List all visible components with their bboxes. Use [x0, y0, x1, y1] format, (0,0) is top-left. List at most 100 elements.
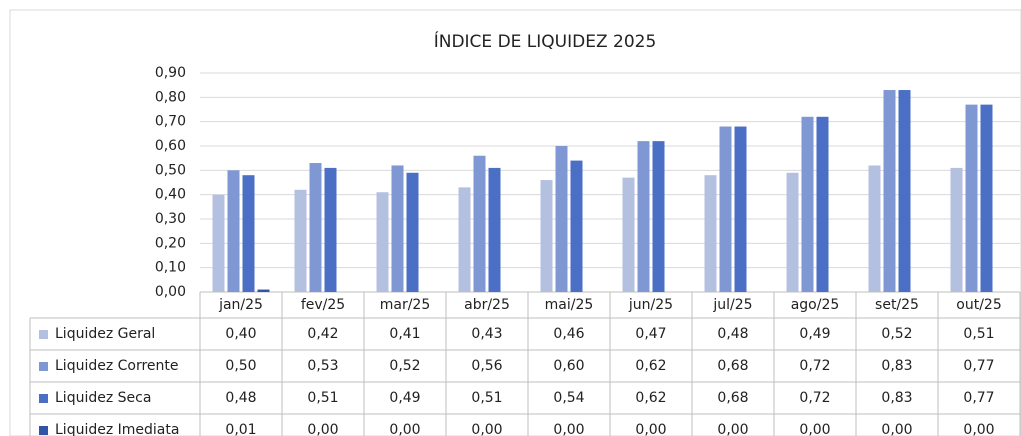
table-value: 0,49 [799, 326, 830, 342]
x-tick-label: out/25 [956, 297, 1001, 313]
table-value: 0,51 [471, 390, 502, 406]
table-value: 0,00 [881, 422, 912, 436]
x-tick-label: jan/25 [218, 297, 263, 313]
bar [719, 126, 732, 293]
bar [376, 192, 389, 292]
bar [786, 172, 799, 292]
y-tick-label: 0,10 [155, 260, 186, 276]
y-tick-label: 0,80 [155, 89, 186, 105]
bar [257, 289, 270, 292]
bar [570, 160, 583, 292]
x-tick-label: ago/25 [791, 297, 840, 313]
table-value: 0,00 [307, 422, 338, 436]
bar [950, 167, 963, 292]
bar [242, 175, 255, 292]
table-value: 0,43 [471, 326, 502, 342]
bar [212, 194, 225, 292]
bar [980, 104, 993, 292]
bar [801, 116, 814, 292]
x-tick-label: jul/25 [712, 297, 752, 313]
table-value: 0,51 [963, 326, 994, 342]
bar [622, 177, 635, 292]
bar [406, 172, 419, 292]
y-tick-label: 0,60 [155, 138, 186, 154]
bar [458, 187, 471, 292]
table-value: 0,42 [307, 326, 338, 342]
table-value: 0,00 [717, 422, 748, 436]
chart-frame [9, 9, 1021, 436]
legend-label: Liquidez Corrente [55, 358, 179, 374]
table-value: 0,72 [799, 390, 830, 406]
x-tick-label: jun/25 [628, 297, 673, 313]
legend-swatch [39, 426, 48, 435]
table-value: 0,48 [225, 390, 256, 406]
x-tick-label: fev/25 [301, 297, 345, 313]
bar [540, 180, 553, 292]
legend-label: Liquidez Imediata [55, 422, 179, 436]
bar [883, 90, 896, 293]
bar [898, 90, 911, 293]
bar [734, 126, 747, 293]
table-value: 0,41 [389, 326, 420, 342]
bar [965, 104, 978, 292]
legend-swatch [39, 394, 48, 403]
bar [652, 141, 665, 292]
y-tick-label: 0,40 [155, 187, 186, 203]
bar [704, 175, 717, 292]
table-value: 0,00 [553, 422, 584, 436]
table-value: 0,52 [389, 358, 420, 374]
bar [309, 163, 322, 292]
table-value: 0,72 [799, 358, 830, 374]
table-value: 0,54 [553, 390, 584, 406]
table-value: 0,83 [881, 358, 912, 374]
table-value: 0,77 [963, 358, 994, 374]
x-tick-label: mar/25 [380, 297, 431, 313]
legend-swatch [39, 362, 48, 371]
table-value: 0,00 [963, 422, 994, 436]
table-value: 0,01 [225, 422, 256, 436]
y-tick-label: 0,30 [155, 211, 186, 227]
x-tick-label: set/25 [875, 297, 919, 313]
table-value: 0,56 [471, 358, 502, 374]
table-value: 0,00 [635, 422, 666, 436]
table-value: 0,00 [471, 422, 502, 436]
x-tick-label: mai/25 [545, 297, 594, 313]
bar [555, 146, 568, 292]
chart-title: ÍNDICE DE LIQUIDEZ 2025 [434, 30, 657, 52]
legend-swatch [39, 330, 48, 339]
table-value: 0,47 [635, 326, 666, 342]
table-value: 0,60 [553, 358, 584, 374]
y-tick-label: 0,50 [155, 162, 186, 178]
table-value: 0,77 [963, 390, 994, 406]
x-tick-label: abr/25 [464, 297, 510, 313]
table-value: 0,48 [717, 326, 748, 342]
table-value: 0,62 [635, 390, 666, 406]
legend-label: Liquidez Seca [55, 390, 151, 406]
y-tick-label: 0,90 [155, 65, 186, 81]
legend-label: Liquidez Geral [55, 326, 155, 342]
table-value: 0,49 [389, 390, 420, 406]
table-value: 0,51 [307, 390, 338, 406]
y-tick-label: 0,70 [155, 114, 186, 130]
table-value: 0,46 [553, 326, 584, 342]
table-value: 0,00 [799, 422, 830, 436]
bar [488, 167, 501, 292]
y-tick-label: 0,20 [155, 235, 186, 251]
bar [391, 165, 404, 292]
table-value: 0,62 [635, 358, 666, 374]
table-value: 0,68 [717, 390, 748, 406]
table-value: 0,52 [881, 326, 912, 342]
bar [816, 116, 829, 292]
table-value: 0,00 [389, 422, 420, 436]
bar [227, 170, 240, 292]
table-value: 0,83 [881, 390, 912, 406]
table-value: 0,53 [307, 358, 338, 374]
bar [324, 167, 337, 292]
bar [868, 165, 881, 292]
table-value: 0,50 [225, 358, 256, 374]
bar [637, 141, 650, 292]
table-value: 0,40 [225, 326, 256, 342]
table-value: 0,68 [717, 358, 748, 374]
bar [294, 189, 307, 292]
